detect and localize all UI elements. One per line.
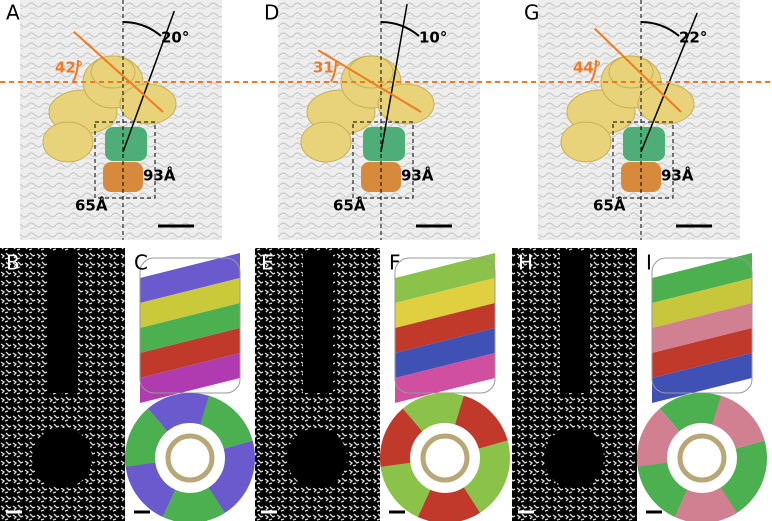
green-subunit (363, 127, 405, 161)
right-angle: 10° (419, 29, 447, 47)
ring-core (677, 433, 727, 483)
yellow-subunit (608, 55, 654, 89)
orange-arrow (593, 27, 682, 113)
ring-hole (287, 428, 347, 488)
left-angle: 44° (573, 59, 601, 77)
short-length: 65Å (75, 196, 108, 215)
ring-hole (544, 428, 604, 488)
panel-letter: D (264, 1, 279, 25)
helix-stripe (395, 328, 495, 378)
right-angle: 20° (161, 29, 189, 47)
ring-core (165, 433, 215, 483)
helix-stripe (395, 278, 495, 328)
ring-2 (125, 393, 255, 521)
long-length: 93Å (661, 166, 694, 185)
helix-stripe (652, 253, 752, 303)
yellow-subunit (560, 121, 612, 163)
yellow-subunit (119, 83, 177, 125)
panel-letter: I (646, 251, 652, 275)
helix-stripe (652, 328, 752, 378)
left-angle: 31° (313, 59, 341, 77)
helix-stripe (140, 278, 240, 328)
panel-letter: E (261, 251, 274, 275)
black-arrow (380, 4, 408, 153)
tomogram-gap (560, 253, 590, 393)
panel-letter: B (6, 251, 20, 275)
yellow-subunit (348, 55, 394, 89)
ring-2 (637, 393, 767, 521)
short-length: 65Å (593, 196, 626, 215)
helix-stripe (652, 353, 752, 403)
helix-stripe (395, 253, 495, 303)
helix-stripe (395, 303, 495, 353)
right-angle: 22° (679, 29, 707, 47)
measure-box (352, 121, 414, 199)
panel-letter: F (389, 251, 401, 275)
yellow-subunit (300, 121, 352, 163)
helix-stripe (140, 303, 240, 353)
helix-stripe (652, 303, 752, 353)
tomogram-gap (48, 253, 78, 393)
long-length: 93Å (401, 166, 434, 185)
orange-arc (590, 59, 598, 83)
panel-letter: C (134, 251, 148, 275)
panel-letter: A (6, 1, 20, 25)
measure-box (612, 121, 674, 199)
helix-stripe (140, 253, 240, 303)
yellow-subunit (90, 55, 136, 89)
black-arc (122, 21, 162, 37)
ring-hole (32, 428, 92, 488)
helix-stripe (140, 353, 240, 403)
measure-box (94, 121, 156, 199)
left-angle: 42° (55, 59, 83, 77)
black-arc (640, 21, 680, 37)
panel-letter: H (518, 251, 533, 275)
orange-arrow (73, 30, 164, 113)
orange-arc (330, 59, 338, 83)
helix-stripe (652, 278, 752, 328)
tomogram-gap (303, 253, 333, 393)
helix-stripe (395, 353, 495, 403)
panel-letter: G (524, 1, 540, 25)
density-map (278, 0, 480, 240)
yellow-subunit (42, 121, 94, 163)
black-arc (380, 21, 420, 37)
yellow-subunit (637, 83, 695, 125)
long-length: 93Å (143, 166, 176, 185)
ring-core (420, 433, 470, 483)
helix-stripe (140, 328, 240, 378)
ring-2 (380, 393, 510, 521)
density-map (538, 0, 740, 240)
short-length: 65Å (333, 196, 366, 215)
density-map (20, 0, 222, 240)
